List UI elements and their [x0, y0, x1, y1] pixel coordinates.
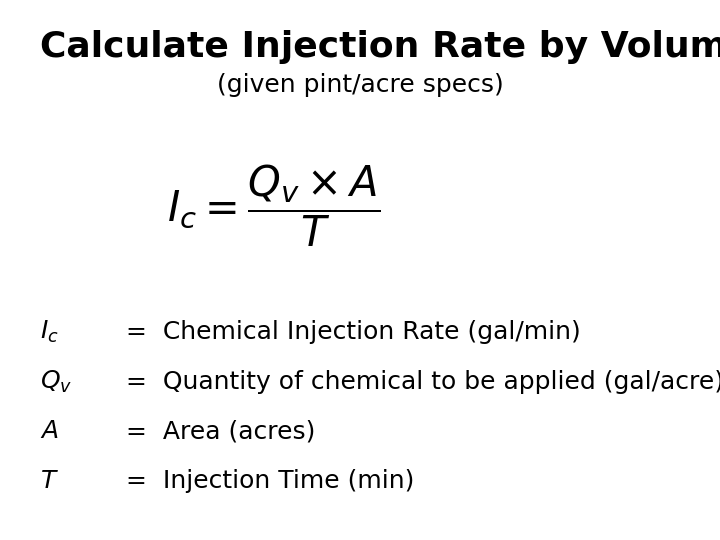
Text: $I_c = \dfrac{Q_v \times A}{T}$: $I_c = \dfrac{Q_v \times A}{T}$ [167, 162, 380, 249]
Text: =  Quantity of chemical to be applied (gal/acre): = Quantity of chemical to be applied (ga… [126, 370, 720, 394]
Text: =  Chemical Injection Rate (gal/min): = Chemical Injection Rate (gal/min) [126, 320, 581, 344]
Text: =  Area (acres): = Area (acres) [126, 420, 315, 443]
Text: Calculate Injection Rate by Volume: Calculate Injection Rate by Volume [40, 30, 720, 64]
Text: (given pint/acre specs): (given pint/acre specs) [217, 73, 503, 97]
Text: $Q_v$: $Q_v$ [40, 369, 72, 395]
Text: $T$: $T$ [40, 469, 58, 493]
Text: $A$: $A$ [40, 420, 58, 443]
Text: =  Injection Time (min): = Injection Time (min) [126, 469, 415, 493]
Text: $I_c$: $I_c$ [40, 319, 58, 345]
